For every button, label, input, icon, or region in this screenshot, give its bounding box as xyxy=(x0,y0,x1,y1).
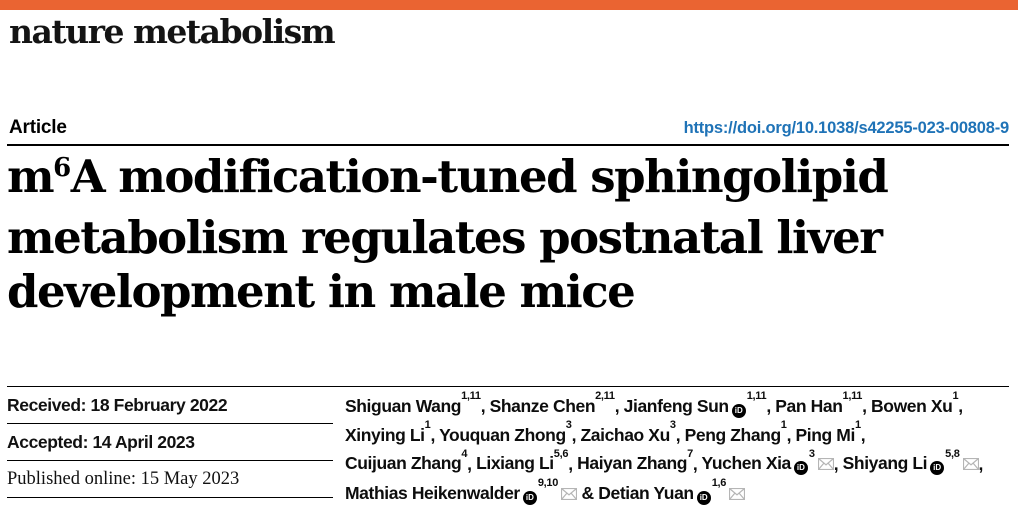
affiliation-superscript: 3 xyxy=(565,418,572,431)
journal-logo: nature metabolism xyxy=(9,12,336,51)
author-name: Ping Mi1 xyxy=(795,418,862,445)
author-name: Detian Yuan iD1,6 xyxy=(598,477,746,506)
title-line-2: metabolism regulates postnatal liver xyxy=(7,211,883,264)
author-name: Youquan Zhong3 xyxy=(439,418,572,445)
title-superscript: 6 xyxy=(53,153,71,183)
affiliation-superscript: 3 xyxy=(669,418,676,431)
author-name: Peng Zhang1 xyxy=(684,418,787,445)
article-type-label: Article xyxy=(9,117,67,138)
affiliation-superscript: 1 xyxy=(780,418,787,431)
orcid-id-icon: iD xyxy=(930,461,945,476)
affiliation-superscript: 5,8 xyxy=(945,447,960,460)
orcid-id-icon: iD xyxy=(731,403,746,418)
affiliation-superscript: 1 xyxy=(952,390,959,402)
affiliation-superscript: 1,11 xyxy=(842,390,863,402)
author-name: Bowen Xu1 xyxy=(871,390,959,416)
affiliation-superscript: 1,11 xyxy=(461,390,481,402)
author-name: Haiyan Zhang7 xyxy=(577,447,693,474)
author-name: Lixiang Li5,6 xyxy=(476,447,569,474)
date-row-published: Published online: 15 May 2023 xyxy=(7,461,333,498)
orcid-id-icon: iD xyxy=(793,461,808,476)
affiliation-superscript: 1,6 xyxy=(711,477,727,490)
affiliation-superscript: 5,6 xyxy=(553,447,569,460)
affiliation-superscript: 7 xyxy=(687,447,693,460)
date-row-accepted: Accepted: 14 April 2023 xyxy=(7,424,333,461)
accent-bar xyxy=(0,0,1018,10)
author-name: Pan Han1,11 xyxy=(775,390,863,416)
envelope-icon xyxy=(962,452,979,477)
affiliation-superscript: 9,10 xyxy=(537,477,559,490)
affiliation-superscript: 1 xyxy=(424,418,431,431)
envelope-icon xyxy=(817,452,834,477)
author-name: Mathias Heikenwalder iD9,10 xyxy=(345,477,578,506)
envelope-icon xyxy=(560,482,578,507)
author-name: Cuijuan Zhang4 xyxy=(345,447,468,474)
affiliation-superscript: 1,11 xyxy=(746,390,767,402)
author-name: Shiyang Li iD5,8 xyxy=(843,448,979,476)
section-rule xyxy=(7,386,1009,387)
author-name: Zaichao Xu3 xyxy=(580,418,676,445)
received-date: Received: 18 February 2022 xyxy=(7,394,228,415)
doi-link[interactable]: https://doi.org/10.1038/s42255-023-00808… xyxy=(683,119,1010,137)
affiliation-superscript: 4 xyxy=(461,447,468,460)
author-line: Mathias Heikenwalder iD9,10 & Detian Yuan… xyxy=(345,477,1017,507)
header-rule xyxy=(7,144,1009,146)
author-line: Cuijuan Zhang4, Lixiang Li5,6, Haiyan Zh… xyxy=(345,448,1017,478)
published-date: Published online: 15 May 2023 xyxy=(7,468,240,489)
dates-panel: Received: 18 February 2022 Accepted: 14 … xyxy=(7,387,333,498)
affiliation-superscript: 1 xyxy=(854,418,861,431)
title-line-1: m6A modification-tuned sphingolipid xyxy=(7,150,889,203)
author-name: Shiguan Wang1,11 xyxy=(345,390,481,416)
article-title: m6A modification-tuned sphingolipid meta… xyxy=(7,150,987,319)
author-name: Shanze Chen2,11 xyxy=(489,390,615,416)
author-line: Shiguan Wang1,11, Shanze Chen2,11, Jianf… xyxy=(345,390,963,418)
orcid-id-icon: iD xyxy=(696,491,711,506)
author-name: Jianfeng Sun iD1,11 xyxy=(623,390,767,418)
author-line: Xinying Li1, Youquan Zhong3, Zaichao Xu3… xyxy=(345,418,866,445)
accepted-date: Accepted: 14 April 2023 xyxy=(7,431,195,452)
date-row-received: Received: 18 February 2022 xyxy=(7,387,333,424)
author-block: Shiguan Wang1,11, Shanze Chen2,11, Jianf… xyxy=(345,390,1017,507)
author-name: Xinying Li1 xyxy=(345,418,431,445)
title-line-3: development in male mice xyxy=(7,265,636,318)
affiliation-superscript: 2,11 xyxy=(595,390,615,402)
orcid-id-icon: iD xyxy=(522,491,537,506)
envelope-icon xyxy=(729,482,746,507)
affiliation-superscript: 3 xyxy=(808,447,815,460)
author-name: Yuchen Xia iD3 xyxy=(702,448,834,476)
